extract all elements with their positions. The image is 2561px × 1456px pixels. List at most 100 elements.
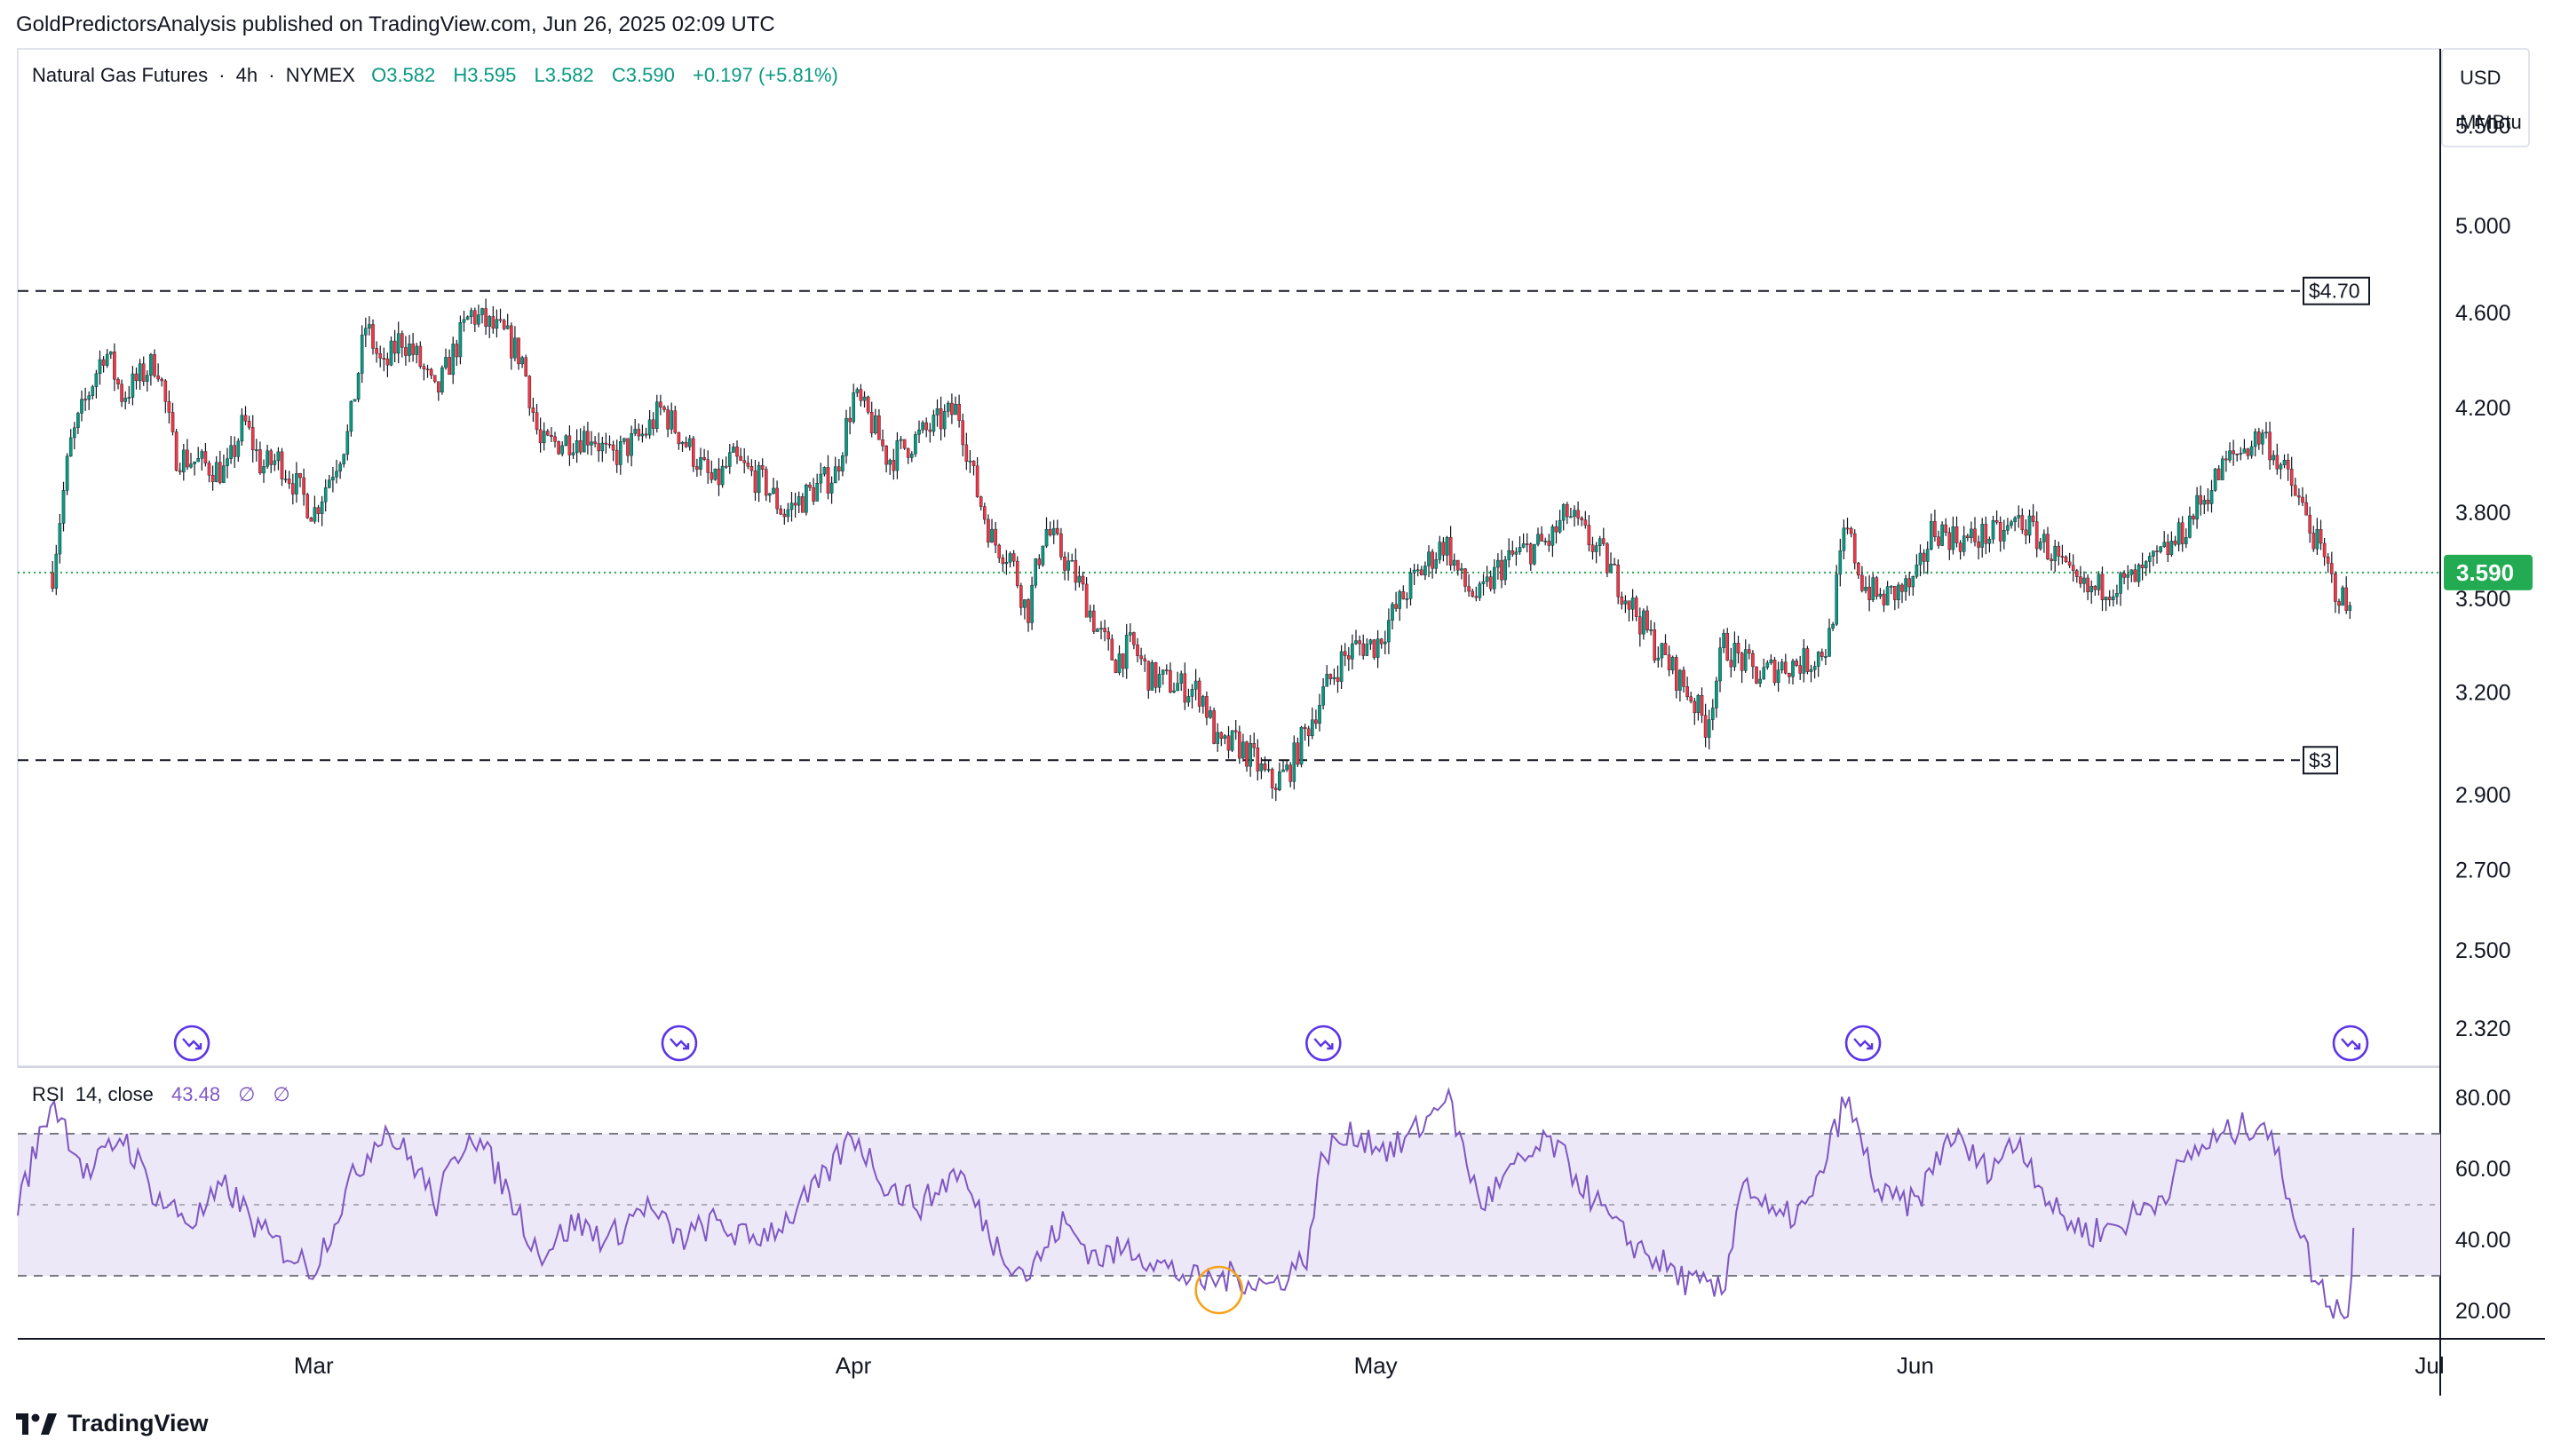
candle <box>2155 545 2159 564</box>
event-marker-icon[interactable] <box>2332 1025 2369 1062</box>
candle <box>502 318 506 331</box>
legend-exchange: NYMEX <box>286 64 356 86</box>
candle-body-down <box>971 460 976 466</box>
candle-body-down <box>1456 559 1460 571</box>
candle <box>1015 556 1019 589</box>
candle <box>345 424 350 461</box>
candle <box>123 391 128 410</box>
time-axis-ticks: Mar Apr May Jun Jul <box>294 1352 2445 1379</box>
candle-body-up <box>58 523 62 555</box>
candle <box>1835 565 1839 627</box>
label-4-70[interactable]: $4.70 <box>2303 276 2370 305</box>
candle-body-up <box>1630 597 1635 610</box>
candle-body-down <box>964 444 969 462</box>
candle-body-down <box>2232 450 2235 455</box>
candle <box>1627 600 1631 622</box>
candle <box>105 349 109 368</box>
candle <box>1299 725 1304 768</box>
candle-body-down <box>101 359 106 366</box>
rsi-legend-params[interactable]: 14, close <box>75 1083 154 1105</box>
candle-body-down <box>432 375 437 382</box>
candle <box>375 341 378 363</box>
candle <box>2119 571 2122 606</box>
candle-body-down <box>1139 655 1143 660</box>
legend-interval[interactable]: 4h <box>236 64 258 86</box>
candle <box>1325 665 1329 687</box>
candle-body-down <box>611 444 615 451</box>
candle-body-up <box>1193 680 1198 690</box>
candle <box>983 502 987 525</box>
candle <box>2115 584 2119 605</box>
candle <box>342 453 346 468</box>
candle-body-up <box>2082 577 2086 584</box>
candle-body-up <box>2006 525 2010 531</box>
candle <box>583 425 586 453</box>
candle <box>1977 535 1980 560</box>
candle-body-down <box>1001 558 1005 565</box>
price-axis-unit[interactable]: MMBtu <box>2460 111 2522 133</box>
candle <box>1146 661 1151 700</box>
candle <box>1998 516 2002 552</box>
candle-body-down <box>1471 590 1475 597</box>
candle <box>1394 591 1398 613</box>
candle-body-up <box>874 415 877 434</box>
candle-body-up <box>338 463 342 472</box>
candle-body-down <box>553 436 557 442</box>
candle-body-down <box>1667 654 1671 671</box>
candle-body-up <box>1321 686 1325 706</box>
candle-body-down <box>782 513 787 518</box>
event-marker-icon[interactable] <box>661 1025 698 1062</box>
candle <box>408 335 411 363</box>
candle <box>247 415 251 431</box>
candle <box>203 442 208 467</box>
candle <box>1136 637 1139 663</box>
candle <box>968 449 972 473</box>
candle <box>178 463 182 475</box>
label-3[interactable]: $3 <box>2303 746 2338 775</box>
event-marker-icon[interactable] <box>1305 1025 1342 1062</box>
candle-body-down <box>1205 696 1209 718</box>
candle-body-down <box>673 410 678 433</box>
candle-body-down <box>950 402 954 415</box>
candle <box>2272 450 2276 466</box>
tradingview-brand[interactable]: TradingView <box>16 1410 209 1437</box>
candle <box>214 455 218 483</box>
candle-body-down <box>961 420 965 446</box>
candle-body-up <box>564 435 568 447</box>
candle <box>1736 635 1740 664</box>
candle-body-down <box>546 431 550 436</box>
event-marker-icon[interactable] <box>1844 1025 1882 1062</box>
candle <box>1772 656 1777 686</box>
candle-body-up <box>1339 651 1344 682</box>
legend-symbol[interactable]: Natural Gas Futures <box>32 64 208 86</box>
price-axis-currency[interactable]: USD <box>2460 67 2501 89</box>
candle-body-up <box>1186 696 1191 703</box>
candle <box>1500 550 1503 589</box>
candle <box>1230 730 1234 753</box>
candle <box>266 445 269 470</box>
candle-body-up <box>829 482 834 494</box>
candle <box>994 522 997 554</box>
candle <box>364 317 368 347</box>
event-marker-icon[interactable] <box>173 1025 210 1062</box>
candle <box>1027 597 1030 632</box>
candle-body-up <box>1889 585 1893 588</box>
candle-body-down <box>1288 764 1293 782</box>
candle <box>174 428 178 471</box>
candle-body-up <box>2039 542 2042 550</box>
candle <box>451 336 456 384</box>
candle <box>338 461 342 479</box>
candle <box>1653 621 1657 663</box>
candle <box>590 431 593 455</box>
candle-body-down <box>1685 686 1689 698</box>
rsi-legend-label[interactable]: RSI <box>32 1083 65 1105</box>
candle <box>1663 634 1668 655</box>
candle-body-down <box>1219 732 1224 740</box>
price-pane[interactable] <box>17 48 2441 1067</box>
candle <box>760 458 765 478</box>
candle-body-up <box>513 337 517 359</box>
price-scale-header[interactable] <box>2441 48 2530 147</box>
time-tick-label: Apr <box>836 1352 872 1379</box>
candle <box>316 504 321 523</box>
